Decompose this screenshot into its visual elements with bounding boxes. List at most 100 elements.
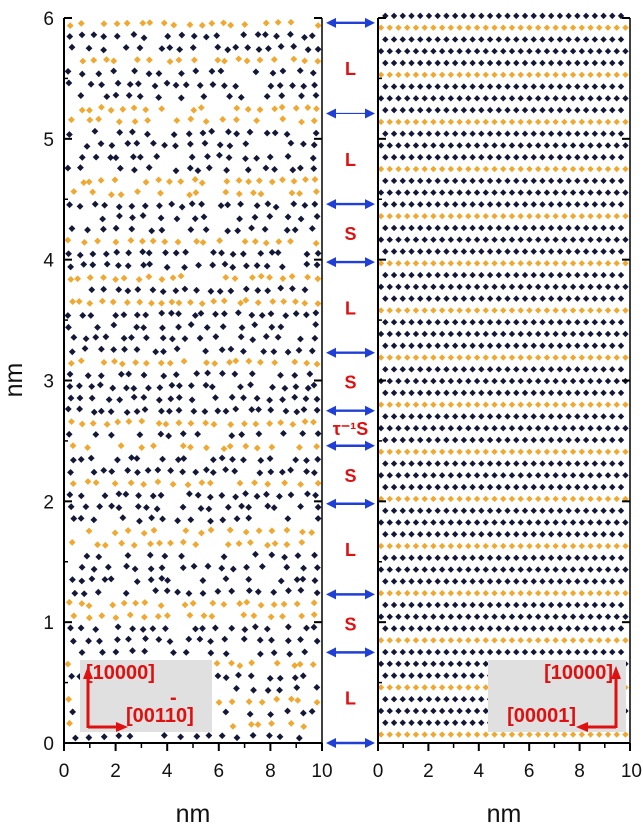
right-atom (377, 142, 385, 149)
left-atom (250, 189, 257, 197)
right-atom (443, 601, 450, 609)
right-atom (500, 425, 507, 432)
right-atom (591, 224, 599, 232)
left-atom (312, 239, 320, 247)
right-atom (478, 177, 485, 185)
left-atom (266, 273, 273, 281)
right-atom (469, 295, 476, 302)
right-atom (417, 695, 424, 703)
left-atom (175, 419, 183, 427)
left-atom (220, 19, 227, 27)
left-atom (256, 650, 264, 658)
left-atom (231, 370, 239, 378)
left-atom (116, 396, 124, 404)
right-atom (434, 719, 441, 726)
right-atom (456, 707, 463, 715)
left-atom (68, 418, 75, 426)
left-atom (237, 93, 245, 101)
left-atom (218, 492, 226, 499)
right-atom (486, 366, 494, 373)
left-atom (68, 348, 76, 356)
right-atom (425, 36, 433, 43)
right-atom (404, 189, 411, 196)
left-atom (313, 213, 321, 220)
right-atom (622, 236, 629, 243)
left-atom (256, 106, 264, 114)
right-atom (504, 12, 511, 20)
right-atom (486, 413, 494, 420)
left-atom (196, 334, 204, 342)
right-atom (596, 448, 603, 455)
right-atom (491, 637, 498, 644)
left-atom (297, 335, 304, 343)
right-atom (451, 130, 459, 137)
left-atom (220, 553, 228, 561)
right-atom (556, 413, 564, 420)
left-atom (285, 587, 292, 595)
left-atom (187, 115, 195, 123)
right-atom (543, 401, 551, 408)
right-atom (504, 36, 511, 43)
right-atom (404, 448, 411, 455)
right-atom (425, 601, 433, 609)
left-atom (114, 79, 122, 87)
right-atom (390, 130, 398, 137)
right-atom (530, 601, 537, 609)
left-atom (270, 649, 278, 657)
right-atom (465, 330, 472, 338)
left-atom (310, 611, 318, 619)
layer-boundary-arrow-head-right (365, 738, 375, 748)
left-atom (214, 407, 222, 415)
right-atom (425, 413, 433, 420)
right-atom (460, 554, 468, 562)
right-atom (465, 71, 472, 78)
left-atom (218, 454, 226, 462)
right-atom (534, 401, 542, 408)
right-atom (456, 472, 463, 479)
left-atom (290, 55, 298, 63)
right-atom (382, 201, 389, 208)
right-atom (473, 165, 481, 173)
right-atom (443, 177, 450, 185)
left-atom (111, 176, 119, 184)
left-atom (256, 636, 264, 644)
left-atom (83, 142, 91, 150)
right-atom (530, 106, 537, 114)
left-atom (264, 687, 272, 694)
right-atom (447, 495, 455, 503)
right-atom (517, 519, 524, 526)
right-atom (438, 48, 446, 55)
left-atom (66, 719, 73, 727)
right-atom (390, 389, 398, 397)
right-atom (456, 401, 463, 408)
right-atom (508, 637, 516, 644)
right-atom (513, 154, 520, 161)
right-atom (417, 318, 424, 326)
right-atom (591, 271, 599, 279)
right-atom (587, 448, 594, 455)
right-atom (504, 578, 511, 585)
right-atom (517, 212, 524, 220)
left-atom (193, 286, 200, 294)
right-atom (526, 118, 533, 126)
right-atom (504, 130, 511, 137)
left-atom (97, 176, 105, 184)
left-atom (64, 236, 72, 244)
left-atom (158, 309, 166, 317)
right-atom (443, 389, 450, 397)
left-atom (291, 393, 299, 401)
left-atom (274, 18, 282, 26)
right-atom (412, 660, 420, 668)
left-atom (313, 360, 321, 368)
left-atom (140, 613, 148, 621)
left-atom (228, 659, 235, 667)
right-atom (491, 283, 498, 291)
right-atom (556, 12, 564, 20)
left-atom (220, 310, 228, 318)
right-atom (491, 236, 498, 243)
right-atom (447, 684, 455, 691)
left-atom (267, 406, 275, 414)
left-atom (297, 586, 305, 594)
right-atom (596, 307, 603, 314)
right-atom (591, 342, 599, 349)
